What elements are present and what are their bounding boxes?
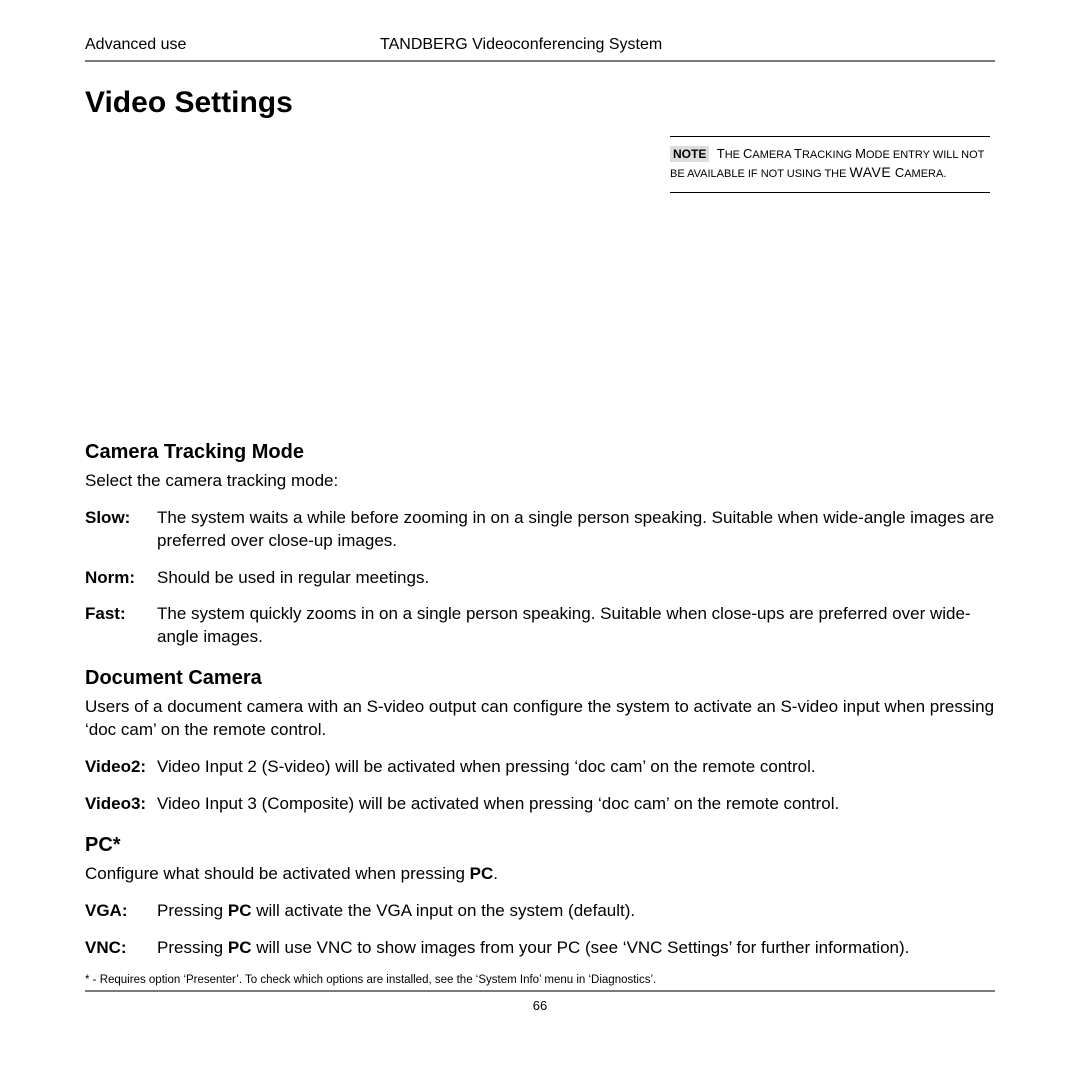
def-term-vga: VGA: — [85, 900, 157, 923]
def-desc: Pressing PC will activate the VGA input … — [157, 900, 995, 923]
def-row: Video3: Video Input 3 (Composite) will b… — [85, 793, 995, 816]
tracking-intro: Select the camera tracking mode: — [85, 470, 995, 493]
def-term-video2: Video2: — [85, 756, 157, 779]
bottom-rule — [85, 990, 995, 992]
def-row: VGA: Pressing PC will activate the VGA i… — [85, 900, 995, 923]
def-row: Slow: The system waits a while before zo… — [85, 507, 995, 553]
page-title: Video Settings — [85, 86, 995, 120]
note-text: The Camera Tracking Mode entry will not … — [670, 146, 984, 180]
def-row: Video2: Video Input 2 (S-video) will be … — [85, 756, 995, 779]
page-number: 66 — [85, 998, 995, 1013]
def-term-video3: Video3: — [85, 793, 157, 816]
def-row: Fast: The system quickly zooms in on a s… — [85, 603, 995, 649]
def-row: Norm: Should be used in regular meetings… — [85, 567, 995, 590]
def-term-slow: Slow: — [85, 507, 157, 553]
def-row: VNC: Pressing PC will use VNC to show im… — [85, 937, 995, 960]
def-desc: Should be used in regular meetings. — [157, 567, 995, 590]
section-heading-pc: PC* — [85, 834, 995, 857]
footnote: * - Requires option ‘Presenter’. To chec… — [85, 974, 995, 986]
page-header: Advanced use TANDBERG Videoconferencing … — [85, 36, 995, 62]
section-heading-tracking: Camera Tracking Mode — [85, 441, 995, 464]
def-desc: Video Input 3 (Composite) will be activa… — [157, 793, 995, 816]
def-term-vnc: VNC: — [85, 937, 157, 960]
pc-intro: Configure what should be activated when … — [85, 863, 995, 886]
def-desc: Video Input 2 (S-video) will be activate… — [157, 756, 995, 779]
def-desc: The system waits a while before zooming … — [157, 507, 995, 553]
note-box: NOTE The Camera Tracking Mode entry will… — [670, 136, 990, 193]
header-section-left: Advanced use — [85, 36, 380, 54]
def-term-norm: Norm: — [85, 567, 157, 590]
section-heading-doccam: Document Camera — [85, 667, 995, 690]
doccam-intro: Users of a document camera with an S-vid… — [85, 696, 995, 742]
def-desc: The system quickly zooms in on a single … — [157, 603, 995, 649]
def-term-fast: Fast: — [85, 603, 157, 649]
header-section-right: TANDBERG Videoconferencing System — [380, 36, 995, 54]
note-label: NOTE — [670, 146, 709, 162]
def-desc: Pressing PC will use VNC to show images … — [157, 937, 995, 960]
